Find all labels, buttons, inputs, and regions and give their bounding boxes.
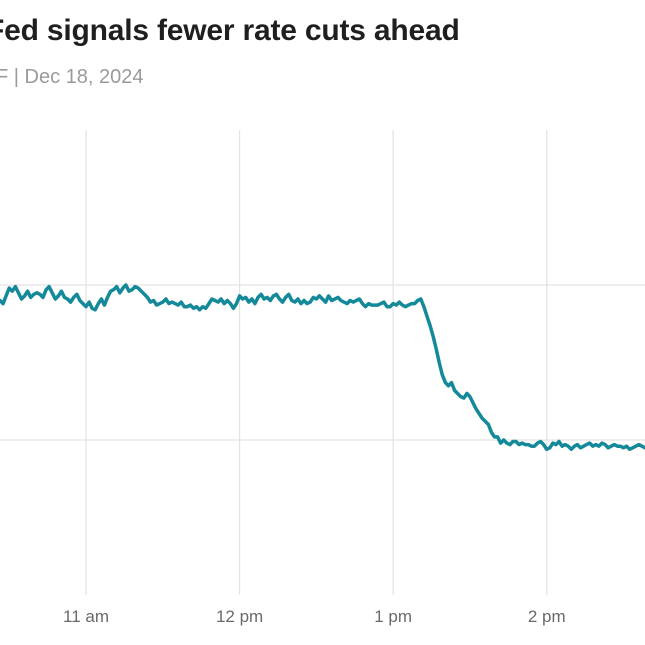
x-tick-label: 12 pm bbox=[216, 607, 263, 626]
x-tick-label: 1 pm bbox=[374, 607, 412, 626]
x-axis-ticks: 11 am 12 pm 1 pm 2 pm bbox=[63, 607, 566, 626]
chart-title: Fed signals fewer rate cuts ahead bbox=[0, 14, 460, 47]
series-line bbox=[0, 283, 645, 452]
series-layer bbox=[0, 283, 645, 452]
grid-layer bbox=[0, 130, 645, 595]
chart-subtitle: F | Dec 18, 2024 bbox=[0, 66, 144, 88]
x-tick-label: 2 pm bbox=[528, 607, 566, 626]
x-tick-label: 11 am bbox=[63, 607, 109, 626]
